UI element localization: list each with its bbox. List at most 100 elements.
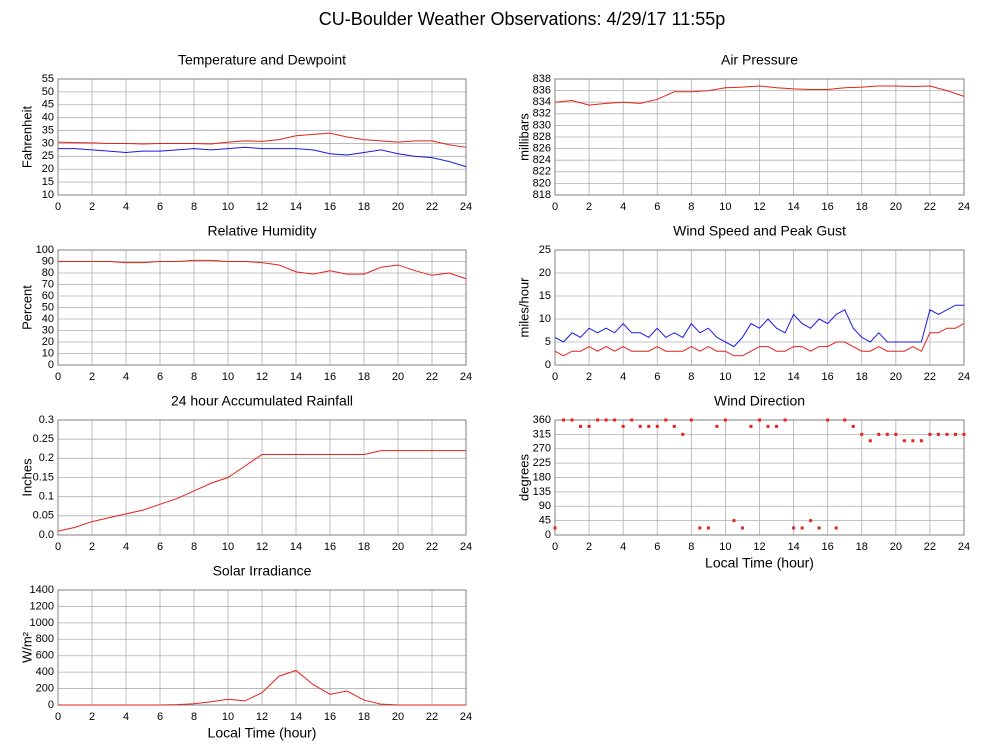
y-tick-label: 0.25 <box>33 433 54 445</box>
x-tick-label: 20 <box>392 541 404 553</box>
x-tick-label: 2 <box>586 371 592 383</box>
data-point <box>604 418 608 422</box>
y-tick-label: 832 <box>533 108 551 120</box>
data-point <box>902 439 906 443</box>
data-point <box>672 424 676 428</box>
x-tick-label: 20 <box>890 371 902 383</box>
data-point <box>877 432 881 436</box>
x-tick-label: 22 <box>924 201 936 213</box>
y-tick-label: 400 <box>36 666 54 678</box>
x-tick-label: 14 <box>787 201 799 213</box>
data-line <box>57 450 466 532</box>
y-tick-label: 0.2 <box>39 452 54 464</box>
x-tick-label: 6 <box>157 201 163 213</box>
data-point <box>613 418 617 422</box>
y-tick-label: 1000 <box>30 617 54 629</box>
x-tick-label: 10 <box>719 201 731 213</box>
y-tick-label: 824 <box>533 154 551 166</box>
y-tick-label: 0 <box>48 699 54 711</box>
y-tick-label: 30 <box>42 137 54 149</box>
y-tick-label: 90 <box>539 500 551 512</box>
y-axis-label: degrees <box>516 454 531 501</box>
x-tick-label: 14 <box>290 371 302 383</box>
x-tick-label: 0 <box>55 711 61 723</box>
data-line <box>554 304 964 348</box>
x-tick-label: 24 <box>460 371 472 383</box>
x-tick-label: 0 <box>552 541 558 553</box>
x-tick-label: 20 <box>890 201 902 213</box>
x-tick-label: 6 <box>654 201 660 213</box>
y-tick-label: 826 <box>533 143 551 155</box>
x-tick-label: 24 <box>958 201 970 213</box>
x-tick-label: 4 <box>123 201 129 213</box>
y-tick-label: 180 <box>533 471 551 483</box>
data-point <box>553 526 557 530</box>
y-tick-label: 834 <box>533 96 551 108</box>
x-tick-label: 6 <box>654 371 660 383</box>
x-tick-label: 16 <box>822 201 834 213</box>
x-tick-label: 0 <box>55 371 61 383</box>
y-tick-label: 836 <box>533 85 551 97</box>
y-tick-label: 0.1 <box>39 491 54 503</box>
y-tick-label: 0.15 <box>33 471 54 483</box>
x-tick-label: 12 <box>256 541 268 553</box>
x-tick-label: 14 <box>787 371 799 383</box>
y-tick-label: 90 <box>42 255 54 267</box>
data-point <box>706 526 710 530</box>
y-tick-label: 0 <box>48 359 54 371</box>
y-tick-label: 20 <box>42 336 54 348</box>
page-title: CU-Boulder Weather Observations: 4/29/17… <box>319 9 726 29</box>
x-tick-label: 16 <box>822 541 834 553</box>
x-tick-label: 22 <box>426 711 438 723</box>
x-tick-label: 12 <box>753 371 765 383</box>
x-tick-label: 4 <box>123 541 129 553</box>
x-tick-label: 8 <box>688 371 694 383</box>
data-point <box>945 432 949 436</box>
y-tick-label: 15 <box>539 290 551 302</box>
data-line <box>58 669 466 706</box>
y-tick-label: 0 <box>545 359 551 371</box>
chart-title: Temperature and Dewpoint <box>178 52 346 68</box>
x-tick-label: 20 <box>392 201 404 213</box>
y-tick-label: 40 <box>42 313 54 325</box>
y-tick-label: 225 <box>533 457 551 469</box>
y-tick-label: 50 <box>42 301 54 313</box>
y-tick-label: 820 <box>533 177 551 189</box>
x-tick-label: 2 <box>586 541 592 553</box>
data-point <box>689 418 693 422</box>
data-point <box>885 432 889 436</box>
x-tick-label: 18 <box>358 711 370 723</box>
x-tick-label: 24 <box>460 201 472 213</box>
data-point <box>792 526 796 530</box>
chart-title: Wind Speed and Peak Gust <box>673 223 846 239</box>
x-tick-label: 24 <box>460 541 472 553</box>
data-point <box>928 432 932 436</box>
x-tick-label: 10 <box>222 711 234 723</box>
y-tick-label: 45 <box>42 99 54 111</box>
data-point <box>834 526 838 530</box>
data-point <box>630 418 634 422</box>
x-tick-label: 10 <box>222 541 234 553</box>
chart-title: Solar Irradiance <box>213 563 312 579</box>
y-axis-label: Fahrenheit <box>19 106 34 169</box>
y-axis-label: millibars <box>516 113 531 161</box>
x-tick-label: 16 <box>324 711 336 723</box>
data-point <box>732 519 736 523</box>
x-tick-label: 8 <box>688 201 694 213</box>
data-point <box>860 432 864 436</box>
x-tick-label: 22 <box>426 371 438 383</box>
data-point <box>817 526 821 530</box>
data-point <box>919 439 923 443</box>
x-tick-label: 4 <box>123 711 129 723</box>
x-tick-label: 18 <box>358 201 370 213</box>
x-tick-label: 14 <box>290 711 302 723</box>
y-tick-label: 135 <box>533 486 551 498</box>
data-point <box>800 526 804 530</box>
y-tick-label: 828 <box>533 131 551 143</box>
x-tick-label: 0 <box>552 371 558 383</box>
y-tick-label: 35 <box>42 124 54 136</box>
x-tick-label: 18 <box>856 201 868 213</box>
data-point <box>681 432 685 436</box>
x-tick-label: 6 <box>157 711 163 723</box>
